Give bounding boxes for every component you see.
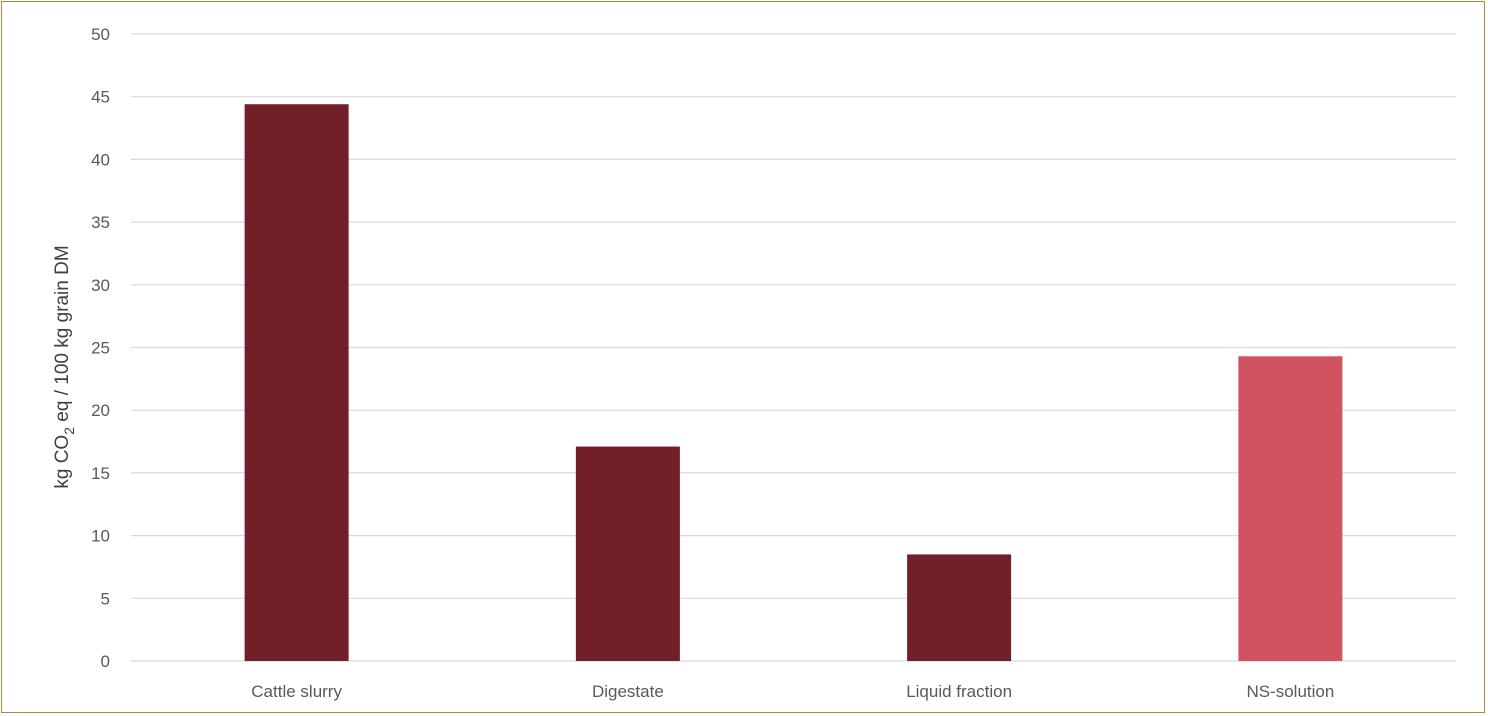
- bar-cattle-slurry: [244, 104, 349, 661]
- y-tick-label: 20: [91, 401, 110, 420]
- x-tick-label: Digestate: [592, 682, 664, 701]
- y-tick-label: 5: [101, 589, 110, 608]
- y-tick-label: 15: [91, 464, 110, 483]
- y-tick-label: 45: [91, 88, 110, 107]
- y-axis-label: kg CO2 eq / 100 kg grain DM: [52, 245, 77, 488]
- bar-ns-solution: [1238, 356, 1343, 661]
- x-tick-label: NS-solution: [1246, 682, 1334, 701]
- y-tick-label: 35: [91, 213, 110, 232]
- y-tick-label: 25: [91, 339, 110, 358]
- y-tick-labels: 0 5 10 15 20 25 30 35 40 45 50: [91, 25, 110, 671]
- y-axis-label-rest: eq / 100 kg grain DM: [52, 245, 73, 427]
- x-tick-label: Liquid fraction: [906, 682, 1012, 701]
- bar-liquid-fraction: [907, 554, 1012, 661]
- bar-digestate: [575, 446, 680, 661]
- y-tick-label: 40: [91, 150, 110, 169]
- bars: [244, 104, 1343, 661]
- y-axis-label-subscript: 2: [61, 427, 77, 435]
- x-tick-labels: Cattle slurry Digestate Liquid fraction NS-…: [251, 682, 1334, 701]
- y-tick-label: 0: [101, 652, 110, 671]
- y-tick-label: 30: [91, 276, 110, 295]
- y-tick-label: 50: [91, 25, 110, 44]
- y-tick-label: 10: [91, 527, 110, 546]
- y-axis-label-main: kg CO: [52, 435, 73, 489]
- x-tick-label: Cattle slurry: [251, 682, 342, 701]
- gridlines: [131, 33, 1456, 662]
